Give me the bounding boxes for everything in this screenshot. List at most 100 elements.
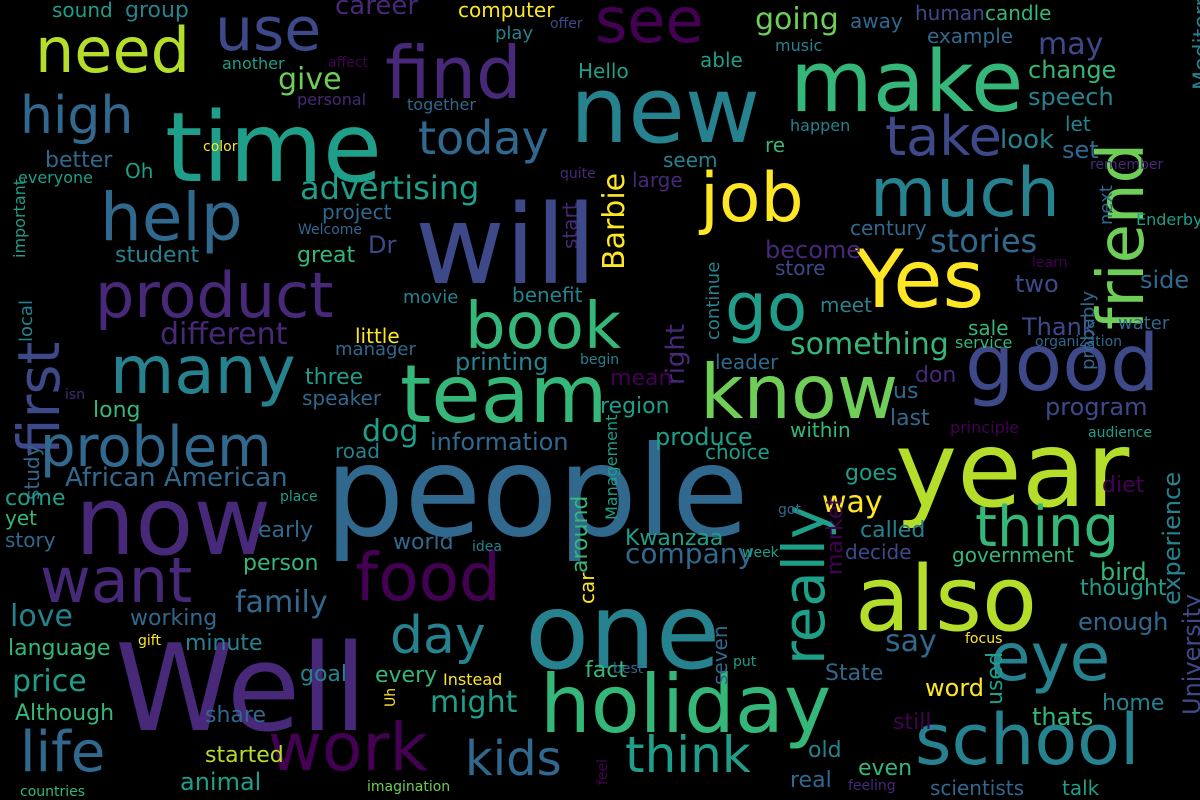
- cloud-word: something: [790, 327, 949, 362]
- cloud-word: will: [415, 181, 597, 309]
- cloud-word: going: [755, 2, 839, 37]
- cloud-word: people: [325, 420, 749, 565]
- cloud-word: let: [1065, 112, 1091, 136]
- cloud-word: large: [632, 168, 683, 192]
- cloud-word: today: [418, 111, 549, 165]
- cloud-word: printing: [455, 348, 549, 376]
- cloud-word: kids: [465, 731, 562, 787]
- cloud-word: speaker: [302, 386, 382, 410]
- cloud-word: region: [600, 394, 670, 419]
- cloud-word: road: [335, 439, 380, 463]
- cloud-word: idea: [472, 539, 502, 555]
- cloud-word: Uh: [383, 687, 399, 707]
- cloud-word: school: [915, 699, 1140, 781]
- cloud-word: career: [335, 0, 419, 21]
- cloud-word: movie: [403, 287, 459, 308]
- cloud-word: century: [850, 216, 927, 240]
- cloud-word: family: [235, 585, 328, 620]
- cloud-word: feel: [595, 758, 611, 785]
- cloud-word: way: [822, 485, 883, 520]
- cloud-word: three: [305, 365, 364, 390]
- cloud-word: mean: [610, 366, 673, 391]
- cloud-word: Enderby: [1136, 210, 1200, 229]
- cloud-word: come: [5, 486, 66, 511]
- cloud-word: thing: [975, 495, 1120, 560]
- cloud-word: place: [280, 489, 318, 505]
- cloud-word: year: [895, 409, 1130, 531]
- cloud-word: scientists: [930, 776, 1025, 800]
- cloud-word: price: [12, 664, 87, 699]
- cloud-word: work: [268, 709, 428, 786]
- cloud-word: color: [203, 139, 238, 155]
- cloud-word: good: [965, 319, 1160, 409]
- cloud-word: world: [393, 530, 454, 555]
- cloud-word: re: [765, 133, 786, 157]
- cloud-word: every: [375, 663, 438, 688]
- cloud-word: need: [35, 14, 190, 87]
- cloud-word: eye: [990, 619, 1111, 696]
- cloud-word: think: [625, 726, 751, 784]
- cloud-word: Barbie: [597, 172, 632, 270]
- cloud-word: learn: [1032, 255, 1068, 271]
- cloud-word: stories: [930, 222, 1038, 260]
- cloud-word: see: [595, 0, 704, 57]
- cloud-word: sound: [52, 0, 113, 22]
- cloud-word: want: [40, 544, 193, 617]
- cloud-word: project: [322, 200, 392, 224]
- cloud-word: go: [725, 269, 808, 346]
- cloud-word: Mediterranean: [1190, 0, 1200, 90]
- cloud-word: advertising: [300, 169, 480, 207]
- cloud-word: change: [1028, 56, 1117, 84]
- cloud-word: benefit: [512, 283, 583, 307]
- cloud-word: everyone: [18, 168, 93, 187]
- cloud-word: water: [1118, 313, 1170, 334]
- cloud-word: enough: [1078, 608, 1169, 636]
- cloud-word: us: [893, 379, 919, 404]
- cloud-word: goal: [300, 662, 348, 687]
- cloud-word: affect: [328, 55, 369, 71]
- cloud-word: Management: [602, 414, 621, 520]
- cloud-word: thought: [1080, 576, 1167, 601]
- cloud-word: program: [1045, 393, 1148, 421]
- cloud-word: many: [110, 332, 296, 409]
- cloud-word: one: [525, 571, 721, 693]
- cloud-word: different: [160, 317, 288, 352]
- cloud-word: goes: [845, 461, 898, 486]
- cloud-word: know: [700, 348, 899, 436]
- cloud-word: information: [430, 428, 569, 456]
- cloud-word: high: [20, 86, 134, 146]
- cloud-word: language: [8, 636, 111, 661]
- cloud-word: away: [850, 9, 903, 33]
- cloud-word: speech: [1028, 83, 1114, 111]
- cloud-word: Dr: [368, 231, 397, 259]
- cloud-word: music: [775, 36, 823, 55]
- cloud-word: day: [390, 606, 486, 666]
- cloud-word: better: [45, 148, 113, 173]
- cloud-word: Hello: [578, 59, 629, 83]
- cloud-word: personal: [297, 90, 367, 109]
- cloud-word: begin: [580, 352, 620, 368]
- cloud-word: now: [75, 467, 272, 577]
- cloud-word: dog: [362, 414, 419, 449]
- cloud-word: problem: [40, 415, 272, 480]
- cloud-word: side: [1140, 266, 1190, 294]
- cloud-word: take: [885, 105, 1002, 168]
- cloud-word: next: [1096, 185, 1117, 225]
- cloud-word: job: [700, 159, 804, 238]
- cloud-word: called: [860, 518, 926, 543]
- cloud-word: say: [885, 624, 937, 659]
- cloud-word: start: [558, 202, 582, 249]
- cloud-word: make: [790, 33, 1024, 132]
- cloud-word: story: [5, 528, 56, 552]
- cloud-word: also: [855, 547, 1038, 652]
- cloud-word: Thank: [1022, 313, 1096, 341]
- cloud-word: car: [575, 572, 599, 604]
- cloud-word: look: [1000, 125, 1055, 155]
- cloud-word: share: [205, 703, 266, 728]
- cloud-word: even: [858, 756, 913, 781]
- cloud-word: leader: [715, 350, 779, 374]
- cloud-word: person: [243, 551, 319, 576]
- cloud-word: play: [495, 23, 534, 44]
- cloud-word: best: [613, 661, 644, 677]
- cloud-word: used: [983, 652, 1008, 705]
